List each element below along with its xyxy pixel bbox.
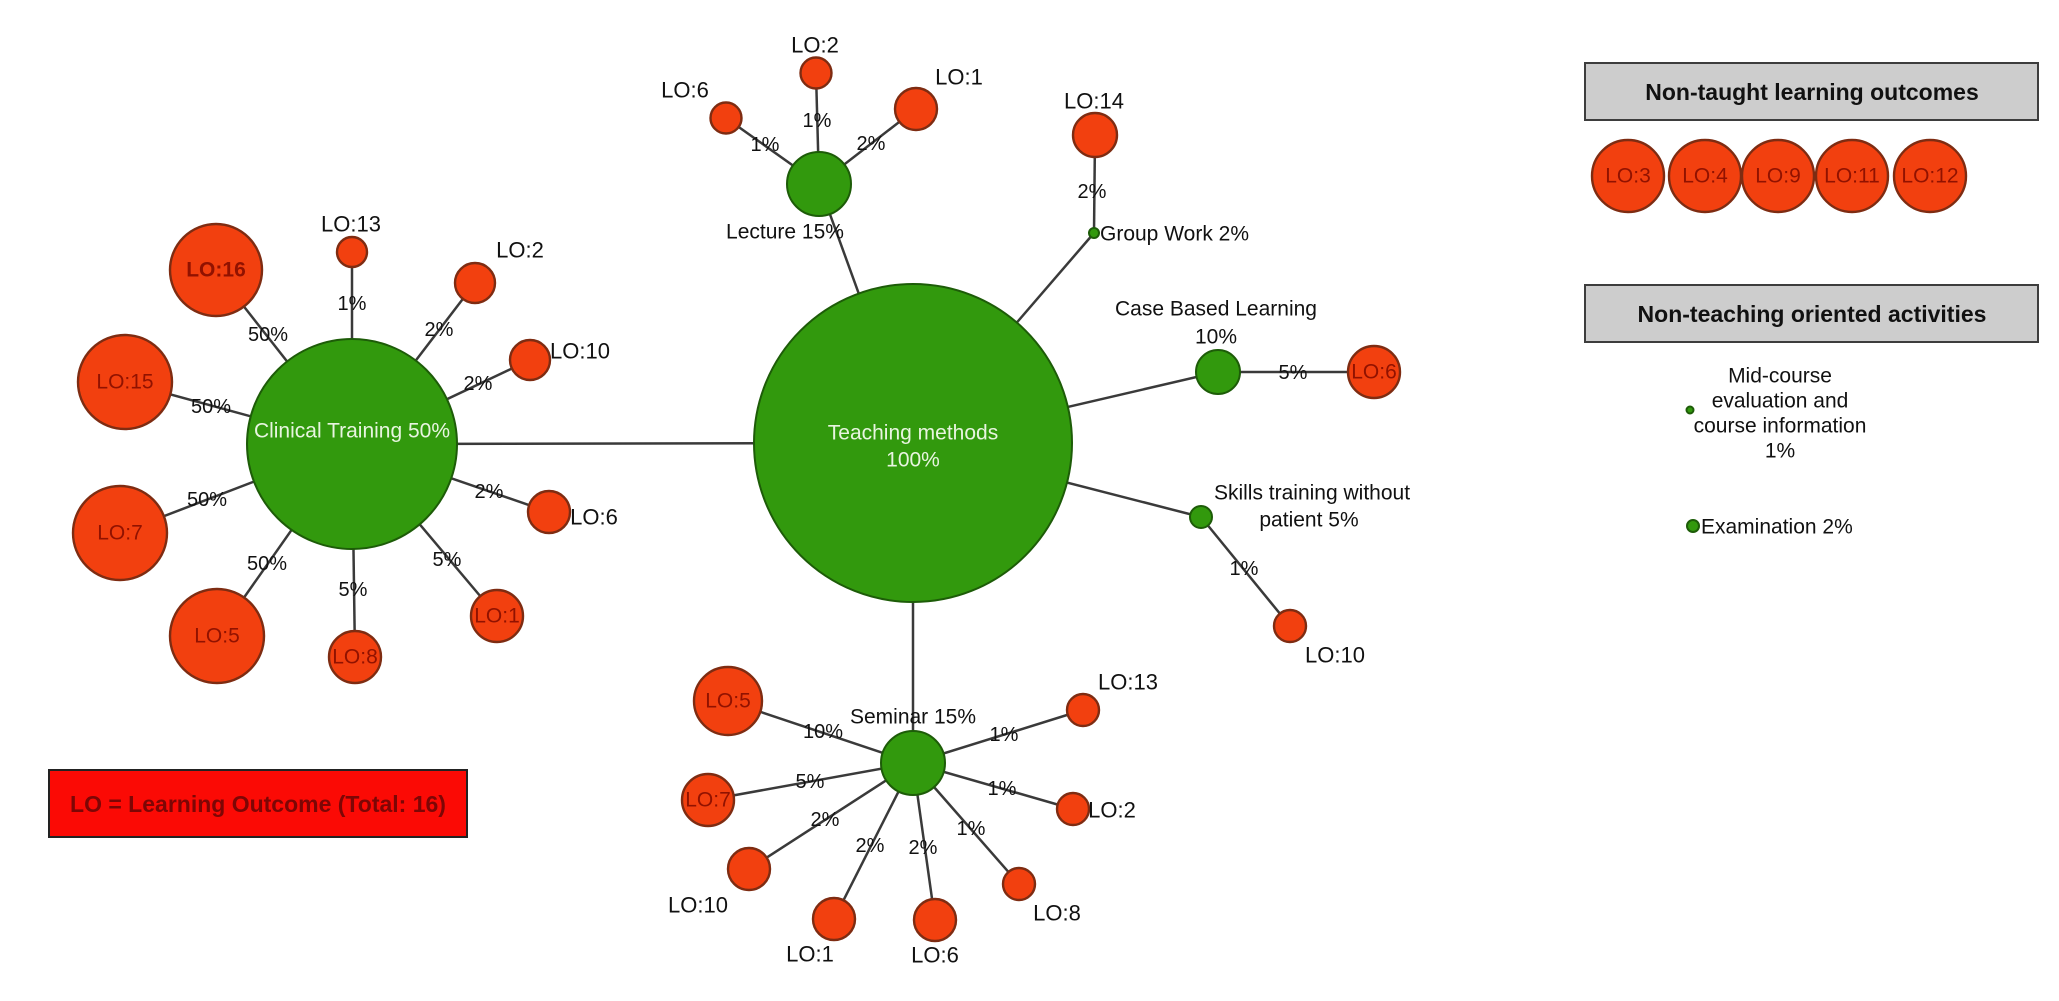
svg-text:LO:6: LO:6 [1351, 361, 1397, 384]
svg-text:Skills training without: Skills training without [1214, 482, 1410, 505]
svg-text:Examination 2%: Examination 2% [1701, 516, 1853, 539]
svg-text:LO:16: LO:16 [186, 259, 246, 282]
svg-text:patient 5%: patient 5% [1259, 509, 1358, 532]
svg-text:LO:11: LO:11 [1824, 165, 1880, 188]
svg-text:Non-taught learning outcomes: Non-taught learning outcomes [1645, 79, 1979, 105]
svg-text:LO:7: LO:7 [685, 789, 731, 812]
svg-text:100%: 100% [886, 449, 940, 472]
svg-text:LO:10: LO:10 [668, 893, 728, 918]
svg-text:Mid-course: Mid-course [1728, 365, 1832, 388]
svg-text:LO:1: LO:1 [474, 605, 520, 628]
svg-text:1%: 1% [751, 134, 780, 156]
svg-text:LO:14: LO:14 [1064, 89, 1124, 114]
svg-text:LO:8: LO:8 [1033, 901, 1081, 926]
svg-text:1%: 1% [957, 818, 986, 840]
svg-text:LO:12: LO:12 [1901, 165, 1958, 188]
svg-text:50%: 50% [248, 324, 288, 346]
svg-text:10%: 10% [1195, 326, 1237, 349]
svg-text:evaluation and: evaluation and [1712, 390, 1849, 413]
svg-text:LO:3: LO:3 [1605, 165, 1651, 188]
svg-text:LO:7: LO:7 [97, 522, 143, 545]
svg-text:Lecture 15%: Lecture 15% [726, 221, 844, 244]
svg-text:5%: 5% [1279, 362, 1308, 384]
svg-text:5%: 5% [433, 549, 462, 571]
svg-text:LO:6: LO:6 [661, 78, 709, 103]
svg-text:5%: 5% [339, 579, 368, 601]
svg-text:LO:8: LO:8 [332, 646, 378, 669]
svg-text:LO:6: LO:6 [911, 943, 959, 968]
svg-text:Teaching methods: Teaching methods [828, 422, 998, 445]
svg-text:LO:2: LO:2 [1088, 798, 1136, 823]
svg-text:1%: 1% [1765, 440, 1795, 463]
svg-text:LO:10: LO:10 [550, 339, 610, 364]
svg-text:Group Work 2%: Group Work 2% [1100, 223, 1249, 246]
svg-text:LO:4: LO:4 [1682, 165, 1728, 188]
svg-text:course information: course information [1694, 415, 1867, 438]
svg-text:50%: 50% [187, 489, 227, 511]
svg-text:LO:9: LO:9 [1755, 165, 1801, 188]
svg-text:LO:5: LO:5 [194, 625, 240, 648]
svg-text:1%: 1% [803, 110, 832, 132]
svg-text:LO:6: LO:6 [570, 505, 618, 530]
svg-text:50%: 50% [247, 553, 287, 575]
svg-text:LO:1: LO:1 [786, 942, 834, 967]
svg-text:Non-teaching oriented activiti: Non-teaching oriented activities [1638, 301, 1987, 327]
svg-text:LO:2: LO:2 [496, 238, 544, 263]
svg-text:1%: 1% [338, 293, 367, 315]
svg-text:2%: 2% [811, 809, 840, 831]
svg-text:LO = Learning Outcome (Total:: LO = Learning Outcome (Total: 16) [70, 791, 446, 817]
svg-text:2%: 2% [909, 837, 938, 859]
svg-text:5%: 5% [796, 771, 825, 793]
svg-text:2%: 2% [1078, 181, 1107, 203]
svg-text:LO:5: LO:5 [705, 690, 751, 713]
svg-text:Seminar 15%: Seminar 15% [850, 706, 976, 729]
svg-text:2%: 2% [464, 373, 493, 395]
svg-text:1%: 1% [988, 778, 1017, 800]
svg-text:2%: 2% [856, 835, 885, 857]
svg-text:2%: 2% [475, 481, 504, 503]
svg-text:2%: 2% [857, 133, 886, 155]
svg-text:LO:13: LO:13 [321, 212, 381, 237]
svg-text:50%: 50% [191, 396, 231, 418]
svg-text:LO:13: LO:13 [1098, 670, 1158, 695]
svg-text:Case Based Learning: Case Based Learning [1115, 298, 1317, 321]
svg-text:Clinical Training 50%: Clinical Training 50% [254, 420, 450, 443]
svg-text:LO:2: LO:2 [791, 33, 839, 58]
svg-text:1%: 1% [1230, 558, 1259, 580]
svg-text:10%: 10% [803, 721, 843, 743]
svg-text:1%: 1% [990, 724, 1019, 746]
svg-text:LO:15: LO:15 [96, 371, 153, 394]
svg-text:LO:1: LO:1 [935, 65, 983, 90]
svg-text:2%: 2% [425, 319, 454, 341]
svg-text:LO:10: LO:10 [1305, 643, 1365, 668]
